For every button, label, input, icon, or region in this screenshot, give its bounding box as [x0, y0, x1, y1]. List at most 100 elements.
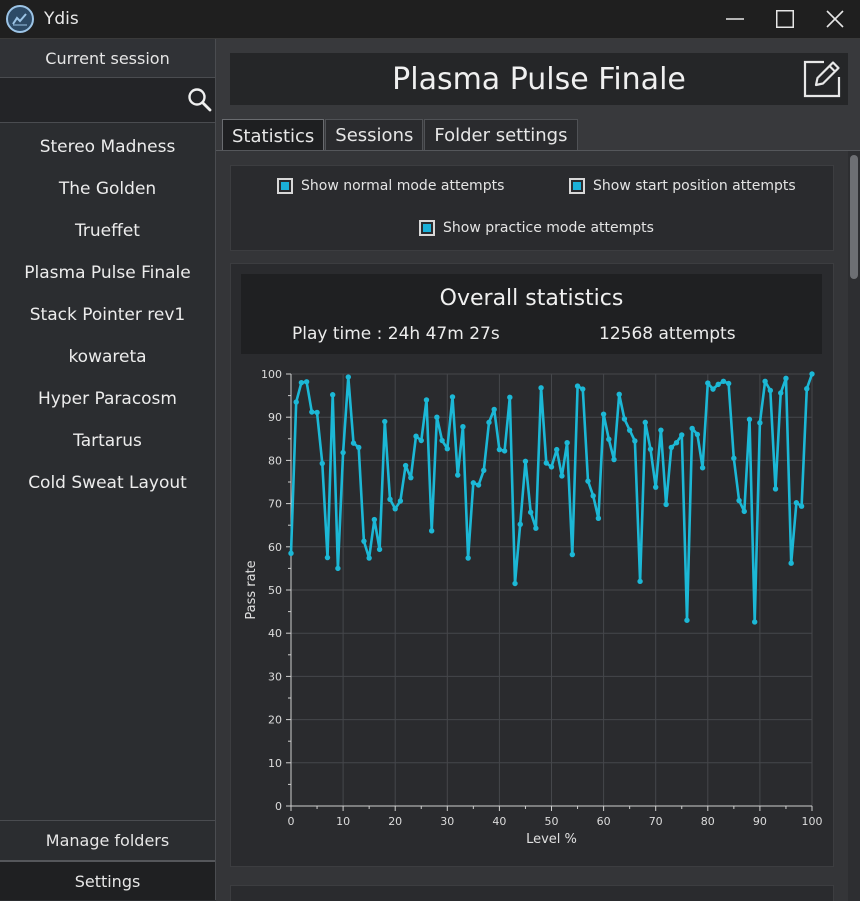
- data-point: [522, 458, 529, 464]
- attempt-count: 12568 attempts: [599, 324, 736, 344]
- data-point: [533, 525, 539, 531]
- data-point: [449, 394, 456, 400]
- app-logo-icon: [6, 5, 34, 33]
- data-point: [653, 484, 659, 490]
- minimize-icon: [726, 18, 744, 20]
- data-point: [725, 380, 732, 387]
- data-point: [350, 440, 357, 446]
- practice-mode-checkbox[interactable]: [419, 220, 435, 236]
- data-point: [715, 381, 721, 388]
- attempt-options-panel: Show normal mode attempts Show start pos…: [230, 165, 834, 251]
- data-point: [470, 480, 477, 486]
- data-point: [642, 419, 648, 426]
- practice-mode-label: Show practice mode attempts: [443, 220, 654, 236]
- close-button[interactable]: [810, 0, 860, 38]
- y-tick-label: 100: [261, 368, 282, 381]
- level-item[interactable]: Tartarus: [73, 431, 142, 451]
- data-point: [710, 386, 716, 392]
- level-list: Stereo Madness The Golden Trueffet Plasm…: [0, 123, 215, 504]
- level-item[interactable]: Stereo Madness: [39, 137, 176, 157]
- next-panel: [230, 885, 834, 901]
- data-point: [397, 498, 404, 504]
- data-point: [559, 473, 565, 479]
- data-point: [772, 486, 779, 492]
- x-tick-label: 100: [802, 815, 823, 828]
- search-input[interactable]: [0, 84, 184, 116]
- data-point: [663, 501, 669, 508]
- title-bar: Ydis: [0, 0, 860, 39]
- practice-mode-option[interactable]: Show practice mode attempts: [419, 220, 654, 236]
- tab-sessions[interactable]: Sessions: [325, 119, 424, 150]
- data-point: [788, 560, 794, 566]
- normal-mode-option[interactable]: Show normal mode attempts: [277, 178, 504, 194]
- y-tick-label: 20: [268, 714, 282, 727]
- data-point: [673, 439, 680, 446]
- data-point: [569, 551, 576, 558]
- data-point: [689, 425, 695, 432]
- data-point: [668, 444, 675, 451]
- level-title: Plasma Pulse Finale: [392, 61, 686, 97]
- data-point: [460, 424, 466, 430]
- data-point: [757, 420, 763, 426]
- data-point: [580, 386, 586, 392]
- data-point: [329, 392, 336, 398]
- data-point: [335, 565, 341, 572]
- data-point: [309, 409, 315, 415]
- maximize-button[interactable]: [760, 0, 810, 38]
- settings-button[interactable]: Settings: [0, 860, 215, 900]
- level-item[interactable]: kowareta: [68, 347, 147, 367]
- x-tick-label: 30: [440, 815, 454, 828]
- level-item[interactable]: The Golden: [58, 179, 157, 199]
- data-point: [762, 378, 768, 385]
- close-icon: [826, 10, 844, 28]
- data-point: [356, 444, 362, 451]
- data-point: [600, 411, 607, 417]
- start-position-option[interactable]: Show start position attempts: [569, 178, 796, 194]
- start-position-checkbox[interactable]: [569, 178, 585, 194]
- data-point: [626, 427, 633, 433]
- scrollbar-thumb[interactable]: [850, 155, 858, 279]
- data-point: [621, 416, 628, 422]
- data-point: [293, 399, 299, 405]
- minimize-button[interactable]: [710, 0, 760, 38]
- scrollbar[interactable]: [848, 151, 860, 901]
- statistics-title: Overall statistics: [439, 286, 624, 311]
- level-item[interactable]: Stack Pointer rev1: [29, 305, 186, 325]
- data-point: [793, 500, 800, 506]
- tab-folder-settings[interactable]: Folder settings: [424, 119, 578, 150]
- data-point: [548, 464, 555, 470]
- y-tick-label: 30: [268, 670, 282, 683]
- data-point: [345, 374, 352, 380]
- data-point: [741, 508, 747, 515]
- search-icon[interactable]: [184, 80, 215, 120]
- y-axis-label: Pass rate: [244, 560, 259, 619]
- x-tick-label: 40: [492, 815, 506, 828]
- data-point: [804, 385, 810, 392]
- normal-mode-checkbox[interactable]: [277, 178, 293, 194]
- app-title: Ydis: [44, 9, 79, 29]
- data-point: [647, 446, 654, 452]
- data-point: [632, 438, 638, 444]
- data-point: [491, 406, 497, 413]
- main-panel: Plasma Pulse Finale Statistics Sessions …: [216, 39, 860, 901]
- edit-icon[interactable]: [802, 59, 842, 99]
- level-item[interactable]: Plasma Pulse Finale: [24, 263, 191, 283]
- data-point: [783, 375, 789, 382]
- y-tick-label: 70: [268, 498, 282, 511]
- manage-folders-button[interactable]: Manage folders: [0, 820, 215, 859]
- data-point: [517, 521, 523, 528]
- data-point: [746, 416, 753, 423]
- level-item[interactable]: Hyper Paracosm: [38, 389, 177, 409]
- current-session-button[interactable]: Current session: [0, 39, 215, 78]
- pass-rate-chart: 0 10 20 30 40 50 60 70 80 90 100 0 10 20 30 40 50 60 70 80 9…: [244, 368, 823, 847]
- data-point: [590, 493, 596, 499]
- tab-statistics[interactable]: Statistics: [222, 119, 325, 152]
- level-item[interactable]: Trueffet: [75, 221, 140, 241]
- x-tick-label: 90: [753, 815, 767, 828]
- level-item[interactable]: Cold Sweat Layout: [28, 473, 187, 493]
- data-point: [434, 414, 440, 420]
- data-point: [616, 391, 622, 398]
- data-point: [444, 446, 450, 452]
- data-point: [465, 555, 471, 561]
- data-point: [527, 509, 534, 515]
